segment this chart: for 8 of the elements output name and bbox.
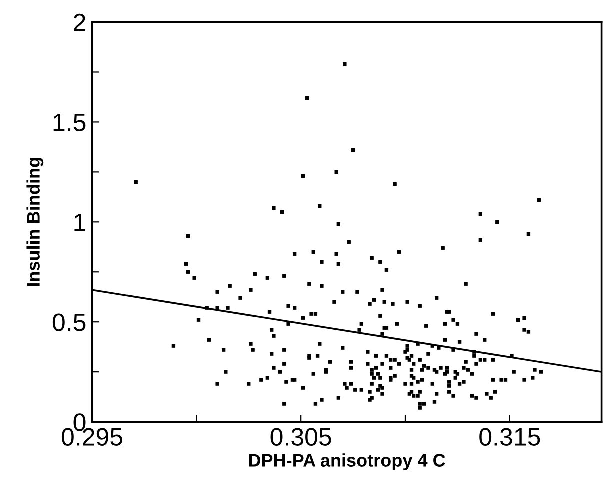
x-tick-label: 0.305 bbox=[270, 428, 332, 446]
y-tick-label: 0.5 bbox=[52, 314, 86, 332]
x-axis-title: DPH-PA anisotropy 4 C bbox=[249, 454, 446, 471]
y-tick-label: 1 bbox=[74, 214, 86, 232]
y-tick-label: 2 bbox=[74, 14, 86, 32]
y-tick-label: 1.5 bbox=[54, 114, 86, 132]
x-tick-label: 0.315 bbox=[480, 428, 540, 446]
y-axis-title: Insulin Binding bbox=[26, 158, 44, 286]
